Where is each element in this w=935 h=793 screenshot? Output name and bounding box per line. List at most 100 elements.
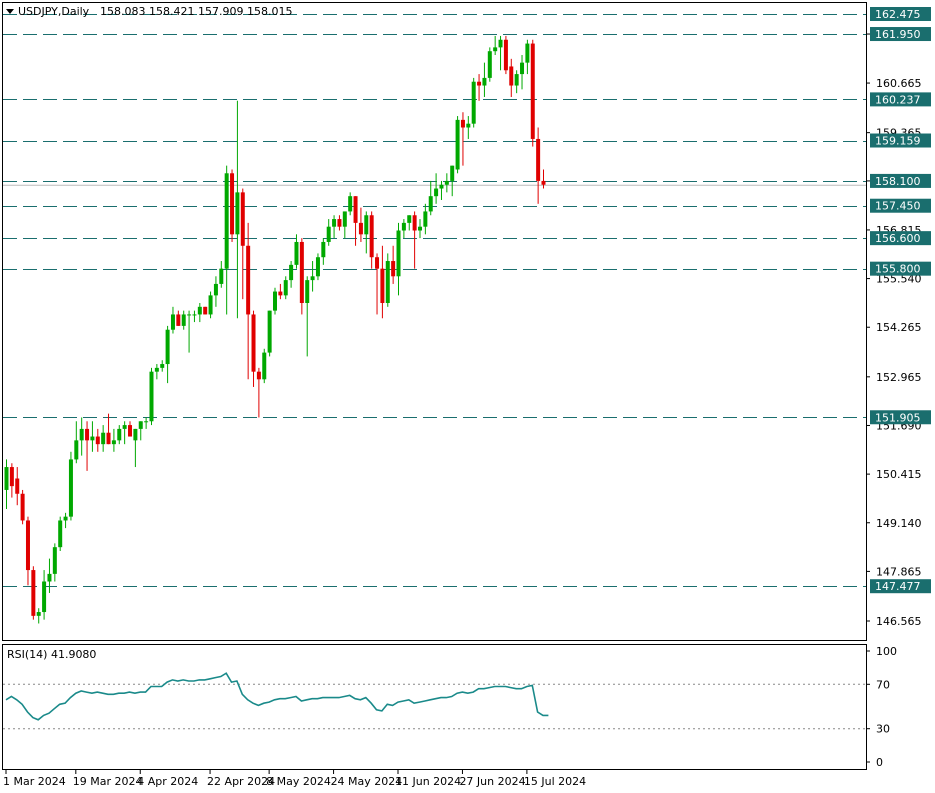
candle — [439, 180, 444, 200]
candle — [375, 253, 380, 315]
x-tick-label: 8 May 2024 — [266, 775, 331, 788]
candle-body — [219, 268, 224, 284]
candle-body — [95, 436, 100, 445]
candle — [471, 77, 476, 128]
y-tick-label: 146.565 — [876, 615, 922, 628]
candle-body — [299, 241, 304, 304]
candle-body — [9, 467, 14, 487]
candle — [541, 169, 546, 189]
rsi-tick-label: 70 — [876, 678, 890, 691]
candle — [111, 428, 116, 452]
candle — [42, 570, 47, 620]
candle — [358, 207, 363, 242]
candle-body — [326, 226, 331, 242]
candle — [25, 516, 30, 586]
level-label: 155.800 — [875, 263, 921, 276]
candle-body — [471, 81, 476, 124]
candle — [289, 261, 294, 288]
candle-body — [101, 432, 106, 445]
candle — [294, 234, 299, 269]
candle-body — [509, 66, 514, 86]
candle-body — [525, 43, 530, 63]
candle — [219, 261, 224, 288]
candle — [278, 283, 283, 300]
candle — [68, 451, 73, 521]
candle-body — [412, 215, 417, 231]
symbol-dropdown-icon[interactable] — [6, 9, 14, 14]
candle — [364, 211, 369, 254]
x-tick-label: 1 Mar 2024 — [3, 775, 66, 788]
candle — [58, 516, 63, 551]
candle-body — [283, 280, 288, 296]
candle-body — [251, 314, 256, 372]
candle-body — [47, 573, 52, 582]
candle-body — [321, 241, 326, 258]
candle-body — [310, 276, 315, 281]
x-tick-label: 4 Apr 2024 — [137, 775, 198, 788]
candle — [321, 238, 326, 265]
candle-body — [396, 230, 401, 277]
x-tick-label: 15 Jul 2024 — [524, 775, 586, 788]
candle-body — [482, 77, 487, 86]
candle-body — [15, 478, 20, 494]
level-label: 147.477 — [875, 580, 921, 593]
horizontal-levels — [3, 14, 866, 587]
candle-body — [181, 314, 186, 326]
candle-body — [133, 428, 138, 441]
candle-body — [111, 440, 116, 445]
candle — [423, 203, 428, 235]
rsi-label: RSI(14) 41.9080 — [7, 648, 96, 661]
candle-body — [149, 371, 154, 422]
candle — [149, 367, 154, 426]
candle — [176, 310, 181, 326]
candle — [455, 116, 460, 174]
candle — [74, 421, 79, 464]
candle — [391, 245, 396, 284]
candle — [36, 608, 41, 624]
candle-body — [305, 280, 310, 304]
candle — [106, 413, 111, 445]
candle — [79, 417, 84, 456]
candle — [434, 173, 439, 204]
rsi-line — [5, 672, 549, 721]
candle — [235, 100, 240, 319]
candle — [348, 192, 353, 216]
candle-body — [122, 425, 127, 429]
level-label-box — [870, 27, 931, 42]
candle-body — [267, 310, 272, 353]
candle — [246, 222, 251, 380]
candle — [299, 238, 304, 315]
candle — [52, 543, 57, 582]
candle-body — [498, 39, 503, 48]
candle-body — [176, 314, 181, 326]
candle — [493, 35, 498, 56]
candle-body — [337, 219, 342, 227]
y-tick-label: 152.965 — [876, 371, 922, 384]
candle-body — [364, 215, 369, 235]
candle — [122, 421, 127, 445]
candle-body — [74, 440, 79, 460]
candle-body — [536, 138, 541, 181]
candle — [165, 325, 170, 384]
candle — [128, 421, 133, 437]
candle-body — [401, 222, 406, 231]
candle-body — [192, 314, 197, 316]
candle — [224, 165, 229, 315]
candle-body — [294, 241, 299, 265]
candle-body — [434, 188, 439, 197]
y-tick-label: 147.865 — [876, 565, 922, 578]
candle — [396, 222, 401, 296]
y-tick-label: 155.540 — [876, 273, 922, 286]
candle — [444, 173, 449, 193]
x-tick-label: 24 May 2024 — [331, 775, 403, 788]
y-tick-label: 149.140 — [876, 517, 922, 530]
ohlc-readout: 158.083 158.421 157.909 158.015 — [100, 5, 292, 18]
x-tick-label: 27 Jun 2024 — [459, 775, 525, 788]
candle-body — [68, 459, 73, 517]
candle-body — [273, 291, 277, 311]
price-axis: 146.565147.865149.140150.415151.690152.9… — [866, 7, 931, 628]
candle-body — [224, 173, 229, 269]
candle — [192, 310, 197, 323]
candle — [160, 360, 165, 372]
candle-body — [58, 520, 63, 548]
